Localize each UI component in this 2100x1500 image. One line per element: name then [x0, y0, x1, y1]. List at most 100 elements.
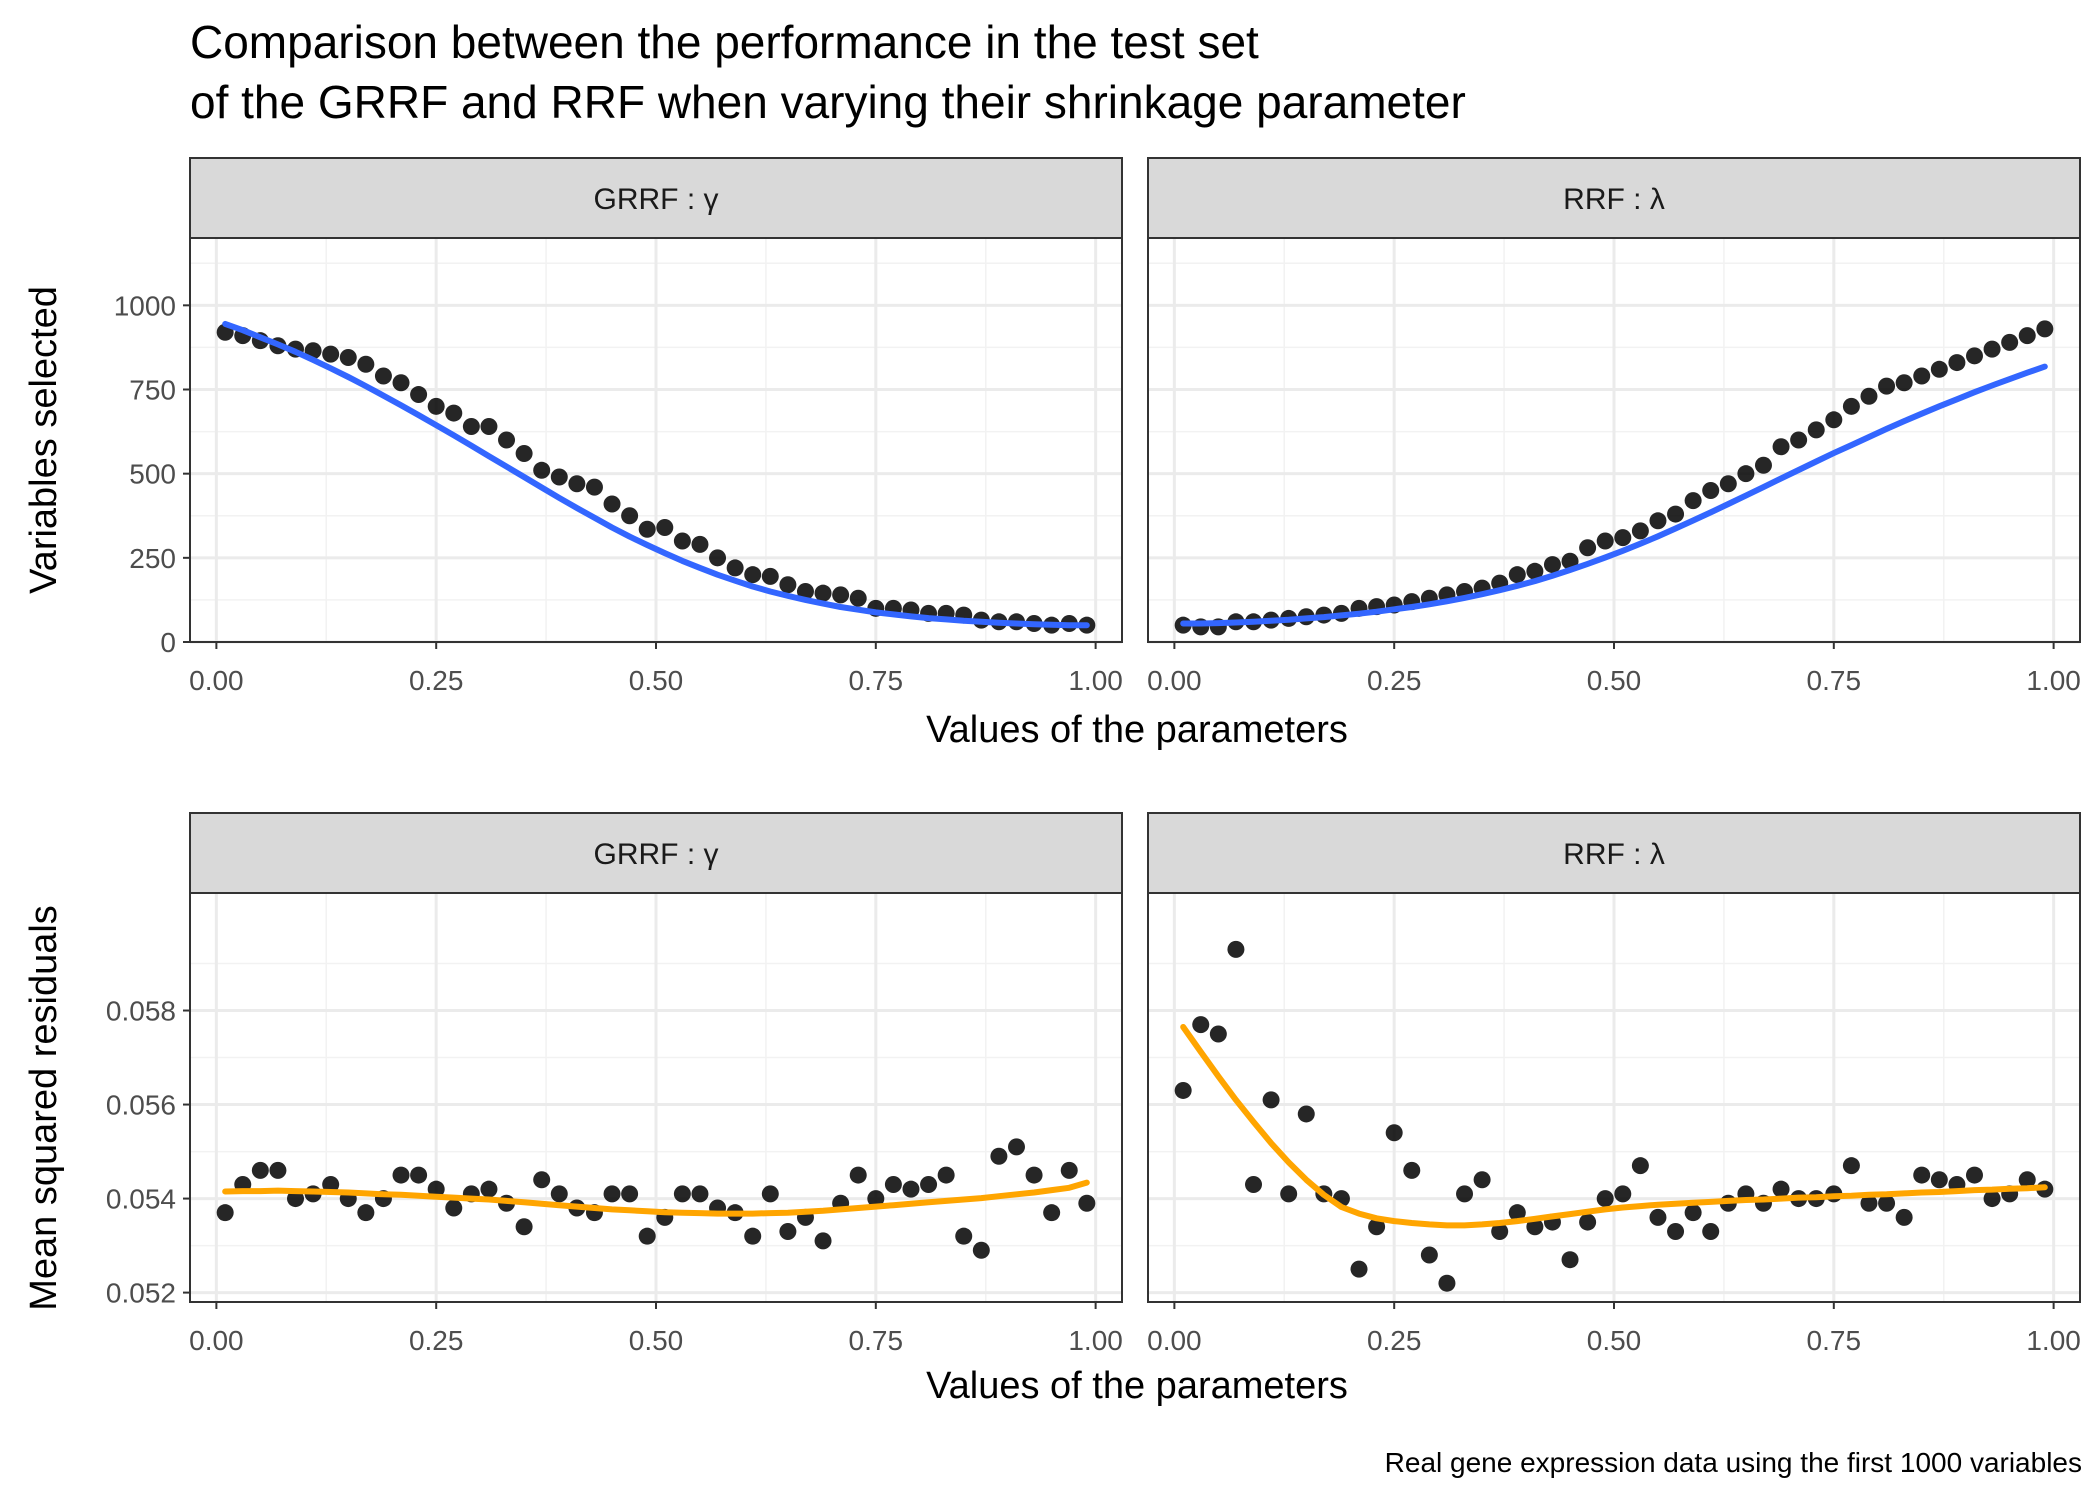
data-point — [1719, 475, 1737, 493]
data-point — [673, 532, 691, 550]
facet-strip — [189, 812, 1123, 894]
x-axis-title-top: Values of the parameters — [926, 709, 1348, 751]
data-point — [1614, 529, 1632, 547]
data-point — [1860, 387, 1878, 405]
data-point — [779, 576, 797, 594]
data-point — [1007, 1138, 1025, 1156]
data-point — [1227, 940, 1245, 958]
facet-strip-label: RRF : λ — [1563, 183, 1665, 216]
data-point — [955, 1227, 973, 1245]
data-point — [410, 386, 428, 404]
data-point — [1983, 1190, 2001, 1208]
data-point — [709, 549, 727, 567]
data-point — [972, 1241, 990, 1259]
data-point — [480, 418, 498, 436]
panel-r0-p1: RRF : λ 0.00 0.25 0.50 0.75 1.00 — [1147, 157, 2081, 696]
data-point — [1649, 512, 1667, 530]
data-point — [1878, 1194, 1896, 1212]
data-point — [1262, 1091, 1280, 1109]
data-point — [744, 1227, 762, 1245]
data-point — [1078, 1194, 1096, 1212]
panel-r1-p0: GRRF : γ 0.00 0.25 0.50 0.75 1.00 0.052 0.054 0.… — [106, 812, 1123, 1356]
data-point — [1702, 1222, 1720, 1240]
data-point — [339, 349, 357, 367]
data-point — [568, 475, 586, 493]
data-point — [1192, 1016, 1210, 1034]
data-point — [1280, 1185, 1298, 1203]
data-point — [638, 520, 656, 538]
data-point — [533, 1171, 551, 1189]
data-point — [1043, 1204, 1061, 1222]
data-point — [1596, 1190, 1614, 1208]
smooth-line — [1180, 1024, 2048, 1229]
data-point — [1631, 522, 1649, 540]
facet-strip — [189, 157, 1123, 239]
smooth-line — [222, 320, 1090, 629]
data-point — [2018, 327, 2036, 345]
data-point — [392, 1166, 410, 1184]
data-point — [357, 1204, 375, 1222]
data-point — [1403, 1161, 1421, 1179]
data-point — [480, 1180, 498, 1198]
y-tick-label: 500 — [129, 459, 176, 490]
y-tick-label: 0 — [160, 627, 176, 658]
panel-r1-p1: RRF : λ 0.00 0.25 0.50 0.75 1.00 — [1147, 812, 2081, 1356]
data-point — [603, 1185, 621, 1203]
data-point — [2001, 333, 2019, 351]
data-point — [726, 559, 744, 577]
data-point — [427, 397, 445, 415]
data-point — [1754, 456, 1772, 474]
data-point — [1948, 354, 1966, 372]
x-tick-label: 0.50 — [629, 1325, 684, 1356]
facet-strip — [1147, 812, 2081, 894]
data-point — [691, 1185, 709, 1203]
y-axis-title-bottom: Mean squared residuals — [23, 905, 65, 1311]
data-point — [533, 461, 551, 479]
chart-title-line-2: of the GRRF and RRF when varying their s… — [190, 76, 1466, 128]
smooth-line — [1180, 363, 2048, 627]
data-point — [1842, 1157, 1860, 1175]
data-point — [1438, 1274, 1456, 1292]
x-tick-label: 1.00 — [2026, 1325, 2081, 1356]
data-point — [1930, 1171, 1948, 1189]
data-point — [216, 1204, 234, 1222]
data-point — [902, 1180, 920, 1198]
data-point — [2036, 320, 2054, 338]
data-point — [884, 1175, 902, 1193]
data-point — [515, 1218, 533, 1236]
data-point — [462, 418, 480, 436]
data-point — [1913, 1166, 1931, 1184]
facet-strip-label: GRRF : γ — [594, 183, 719, 216]
data-point — [287, 1190, 305, 1208]
data-point — [1772, 438, 1790, 456]
data-point — [656, 519, 674, 537]
smooth-line — [222, 1179, 1090, 1217]
data-point — [1543, 556, 1561, 574]
data-point — [251, 1161, 269, 1179]
y-tick-label: 0.054 — [106, 1184, 176, 1215]
x-tick-label: 0.75 — [1807, 1325, 1862, 1356]
data-point — [1596, 532, 1614, 550]
data-point — [1825, 411, 1843, 429]
data-point — [515, 444, 533, 462]
data-point — [1473, 1171, 1491, 1189]
data-point — [1702, 482, 1720, 499]
data-point — [427, 1180, 445, 1198]
data-point — [761, 567, 779, 585]
data-point — [937, 1166, 955, 1184]
x-tick-label: 0.25 — [1367, 1325, 1422, 1356]
data-point — [1174, 1081, 1192, 1099]
data-point — [1025, 1166, 1043, 1184]
x-tick-label: 0.00 — [189, 1325, 244, 1356]
data-point — [779, 1222, 797, 1240]
data-point — [1508, 1204, 1526, 1222]
data-point — [814, 584, 832, 602]
data-point — [1913, 367, 1931, 385]
data-point — [322, 345, 340, 363]
x-tick-label: 0.50 — [1587, 665, 1642, 696]
data-point — [2018, 1171, 2036, 1189]
data-point — [1368, 1218, 1386, 1236]
data-point — [744, 566, 762, 584]
data-point — [1983, 340, 2001, 358]
x-tick-label: 1.00 — [1068, 665, 1123, 696]
